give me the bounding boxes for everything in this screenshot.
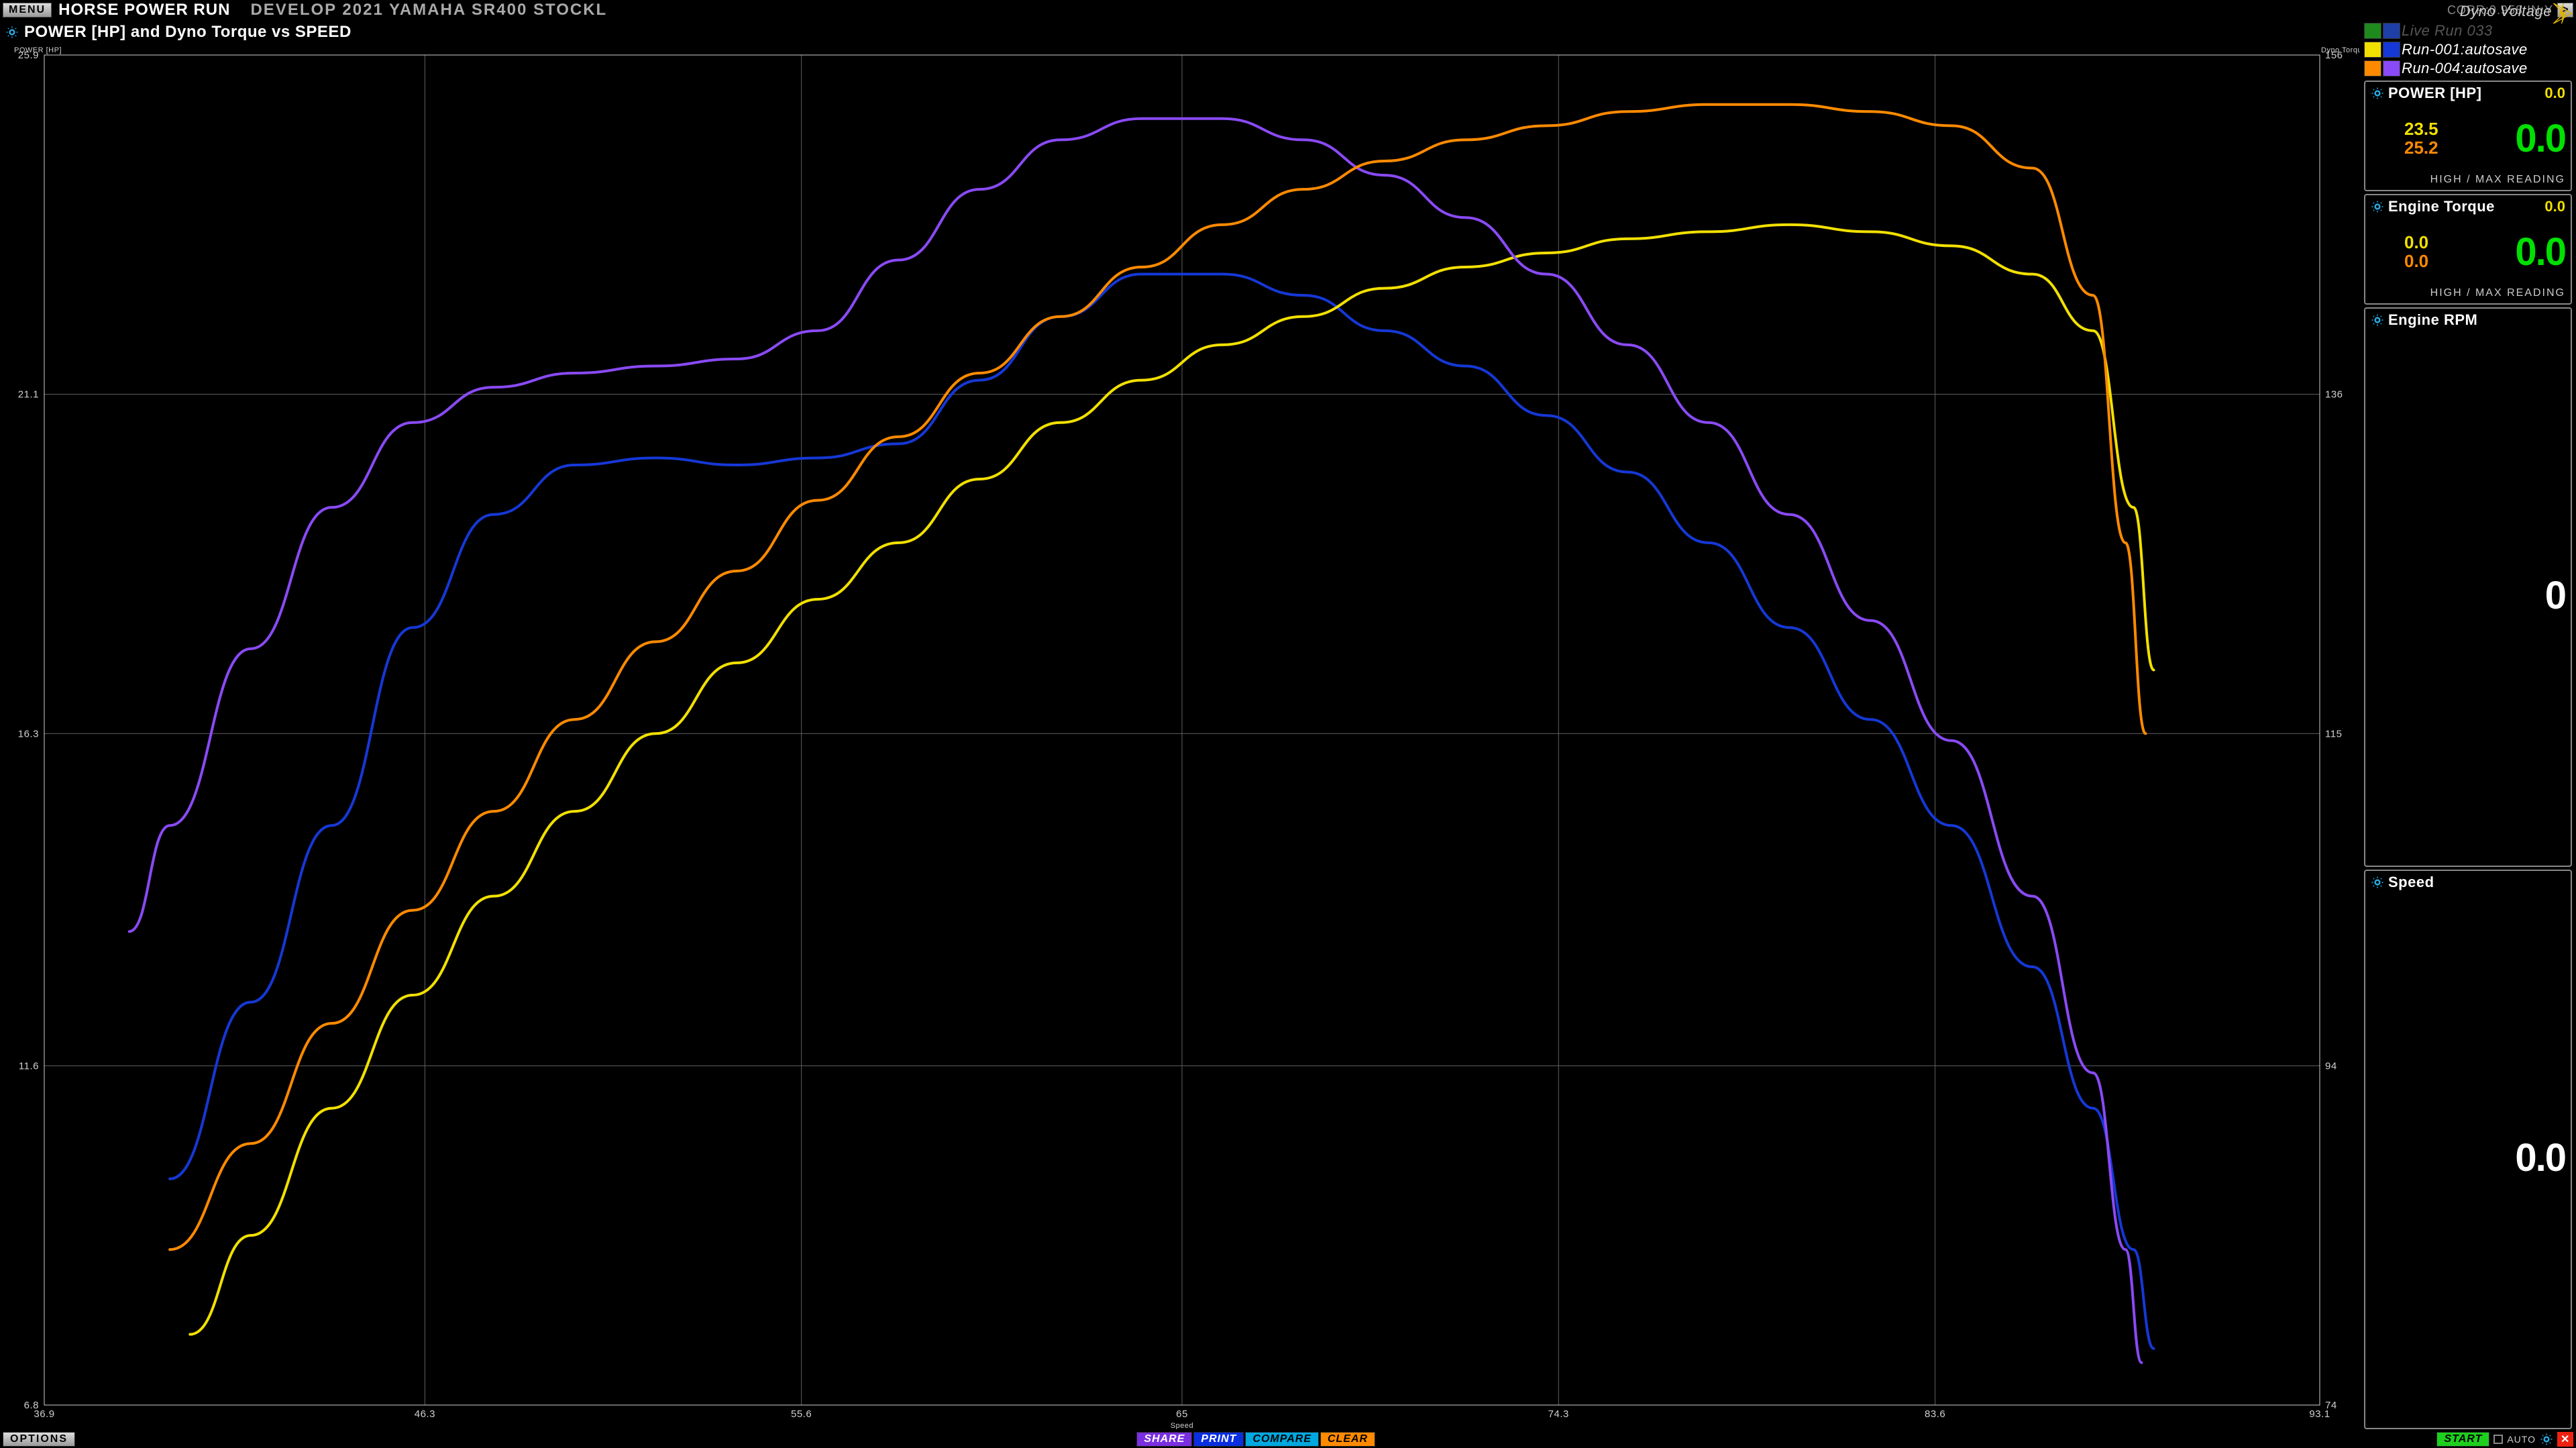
svg-text:21.1: 21.1: [18, 389, 39, 401]
svg-text:25.9: 25.9: [18, 50, 39, 61]
gauge-sub-value: 23.5: [2404, 120, 2438, 138]
gauge-title: Engine Torque: [2388, 198, 2495, 215]
gauge-head-value: 0.0: [2544, 85, 2565, 102]
svg-text:65: 65: [1176, 1408, 1188, 1420]
legend-swatch: [2383, 60, 2400, 76]
right-column: Dyno Voltage Live Run 033Run-001:autosav…: [2364, 21, 2572, 1429]
legend-item[interactable]: Run-004:autosave: [2364, 59, 2572, 78]
chart-title: POWER [HP] and Dyno Torque vs SPEED: [24, 23, 352, 42]
svg-text:Speed: Speed: [1171, 1422, 1193, 1429]
gear-icon[interactable]: [2371, 313, 2384, 327]
print-button[interactable]: PRINT: [1193, 1432, 1244, 1447]
mode-title: HORSE POWER RUN: [58, 1, 230, 19]
gauge-torque: Engine Torque 0.0 0.00.0 0.0 HIGH / MAX …: [2364, 194, 2572, 305]
svg-text:74.3: 74.3: [1548, 1408, 1569, 1420]
gauge-power: POWER [HP] 0.0 23.525.2 0.0 HIGH / MAX R…: [2364, 81, 2572, 191]
legend-swatch: [2364, 60, 2381, 76]
legend-swatch: [2364, 42, 2381, 58]
clear-button[interactable]: CLEAR: [1320, 1432, 1375, 1447]
gauge-footer: HIGH / MAX READING: [2371, 287, 2565, 299]
start-button[interactable]: START: [2436, 1432, 2489, 1447]
gear-icon[interactable]: [2371, 200, 2384, 213]
svg-text:6.8: 6.8: [24, 1400, 39, 1411]
chart-pane: POWER [HP] and Dyno Torque vs SPEED POWE…: [4, 21, 2360, 1429]
svg-text:136: 136: [2325, 389, 2343, 401]
svg-text:11.6: 11.6: [19, 1060, 39, 1072]
project-title: DEVELOP 2021 YAMAHA SR400 STOCKL: [250, 1, 607, 19]
bottom-bar: OPTIONS SHARE PRINT COMPARE CLEAR START …: [0, 1431, 2576, 1448]
auto-checkbox[interactable]: [2493, 1435, 2503, 1444]
svg-text:115: 115: [2325, 728, 2342, 739]
gear-icon[interactable]: [2371, 876, 2384, 889]
legend-item[interactable]: Run-001:autosave: [2364, 40, 2572, 59]
gauge-speed: Speed 0.0: [2364, 870, 2572, 1429]
gauge-sub-value: 25.2: [2404, 139, 2438, 157]
legend: Dyno Voltage Live Run 033Run-001:autosav…: [2364, 21, 2572, 78]
auto-label: AUTO: [2507, 1434, 2536, 1445]
legend-label: Run-004:autosave: [2402, 60, 2528, 77]
gauge-title: POWER [HP]: [2388, 85, 2481, 102]
svg-text:74: 74: [2325, 1400, 2337, 1411]
compare-button[interactable]: COMPARE: [1245, 1432, 1319, 1447]
gauge-title: Speed: [2388, 874, 2434, 891]
svg-text:94: 94: [2325, 1060, 2337, 1072]
svg-text:46.3: 46.3: [415, 1408, 435, 1420]
gear-icon[interactable]: [5, 25, 19, 39]
svg-text:16.3: 16.3: [18, 728, 39, 739]
share-button[interactable]: SHARE: [1136, 1432, 1192, 1447]
svg-text:156: 156: [2325, 50, 2343, 61]
gauge-main-value: 0.0: [2515, 1135, 2565, 1180]
close-button[interactable]: ✕: [2557, 1432, 2573, 1447]
gauge-sub-value: 0.0: [2404, 252, 2428, 270]
options-button[interactable]: OPTIONS: [3, 1432, 75, 1447]
legend-label: Live Run 033: [2402, 22, 2493, 40]
gauge-main-value: 0.0: [2515, 229, 2565, 274]
gauge-main-value: 0.0: [2515, 116, 2565, 161]
legend-swatch: [2383, 23, 2400, 39]
legend-item[interactable]: Live Run 033: [2364, 21, 2572, 40]
gauge-sub-value: 0.0: [2404, 234, 2428, 252]
legend-label: Run-001:autosave: [2402, 41, 2528, 58]
gauge-rpm: Engine RPM 0: [2364, 307, 2572, 867]
chart-title-bar: POWER [HP] and Dyno Torque vs SPEED: [4, 21, 2360, 42]
menu-button[interactable]: MENU: [3, 3, 52, 17]
svg-text:55.6: 55.6: [791, 1408, 812, 1420]
gear-icon[interactable]: [2371, 87, 2384, 100]
dyno-voltage-label: Dyno Voltage: [2460, 3, 2552, 20]
gauge-footer: HIGH / MAX READING: [2371, 174, 2565, 186]
gauge-main-value: 0: [2545, 573, 2565, 618]
top-bar: MENU HORSE POWER RUN DEVELOP 2021 YAMAHA…: [0, 0, 2576, 20]
gauge-head-value: 0.0: [2544, 198, 2565, 215]
legend-swatch: [2364, 23, 2381, 39]
gear-icon[interactable]: [2540, 1433, 2553, 1446]
bolt-icon: [2551, 1, 2575, 29]
dyno-chart[interactable]: POWER [HP]Dyno TorqueSpeed36.946.355.665…: [4, 42, 2360, 1429]
legend-swatch: [2383, 42, 2400, 58]
svg-text:83.6: 83.6: [1925, 1408, 1945, 1420]
gauge-title: Engine RPM: [2388, 311, 2477, 329]
